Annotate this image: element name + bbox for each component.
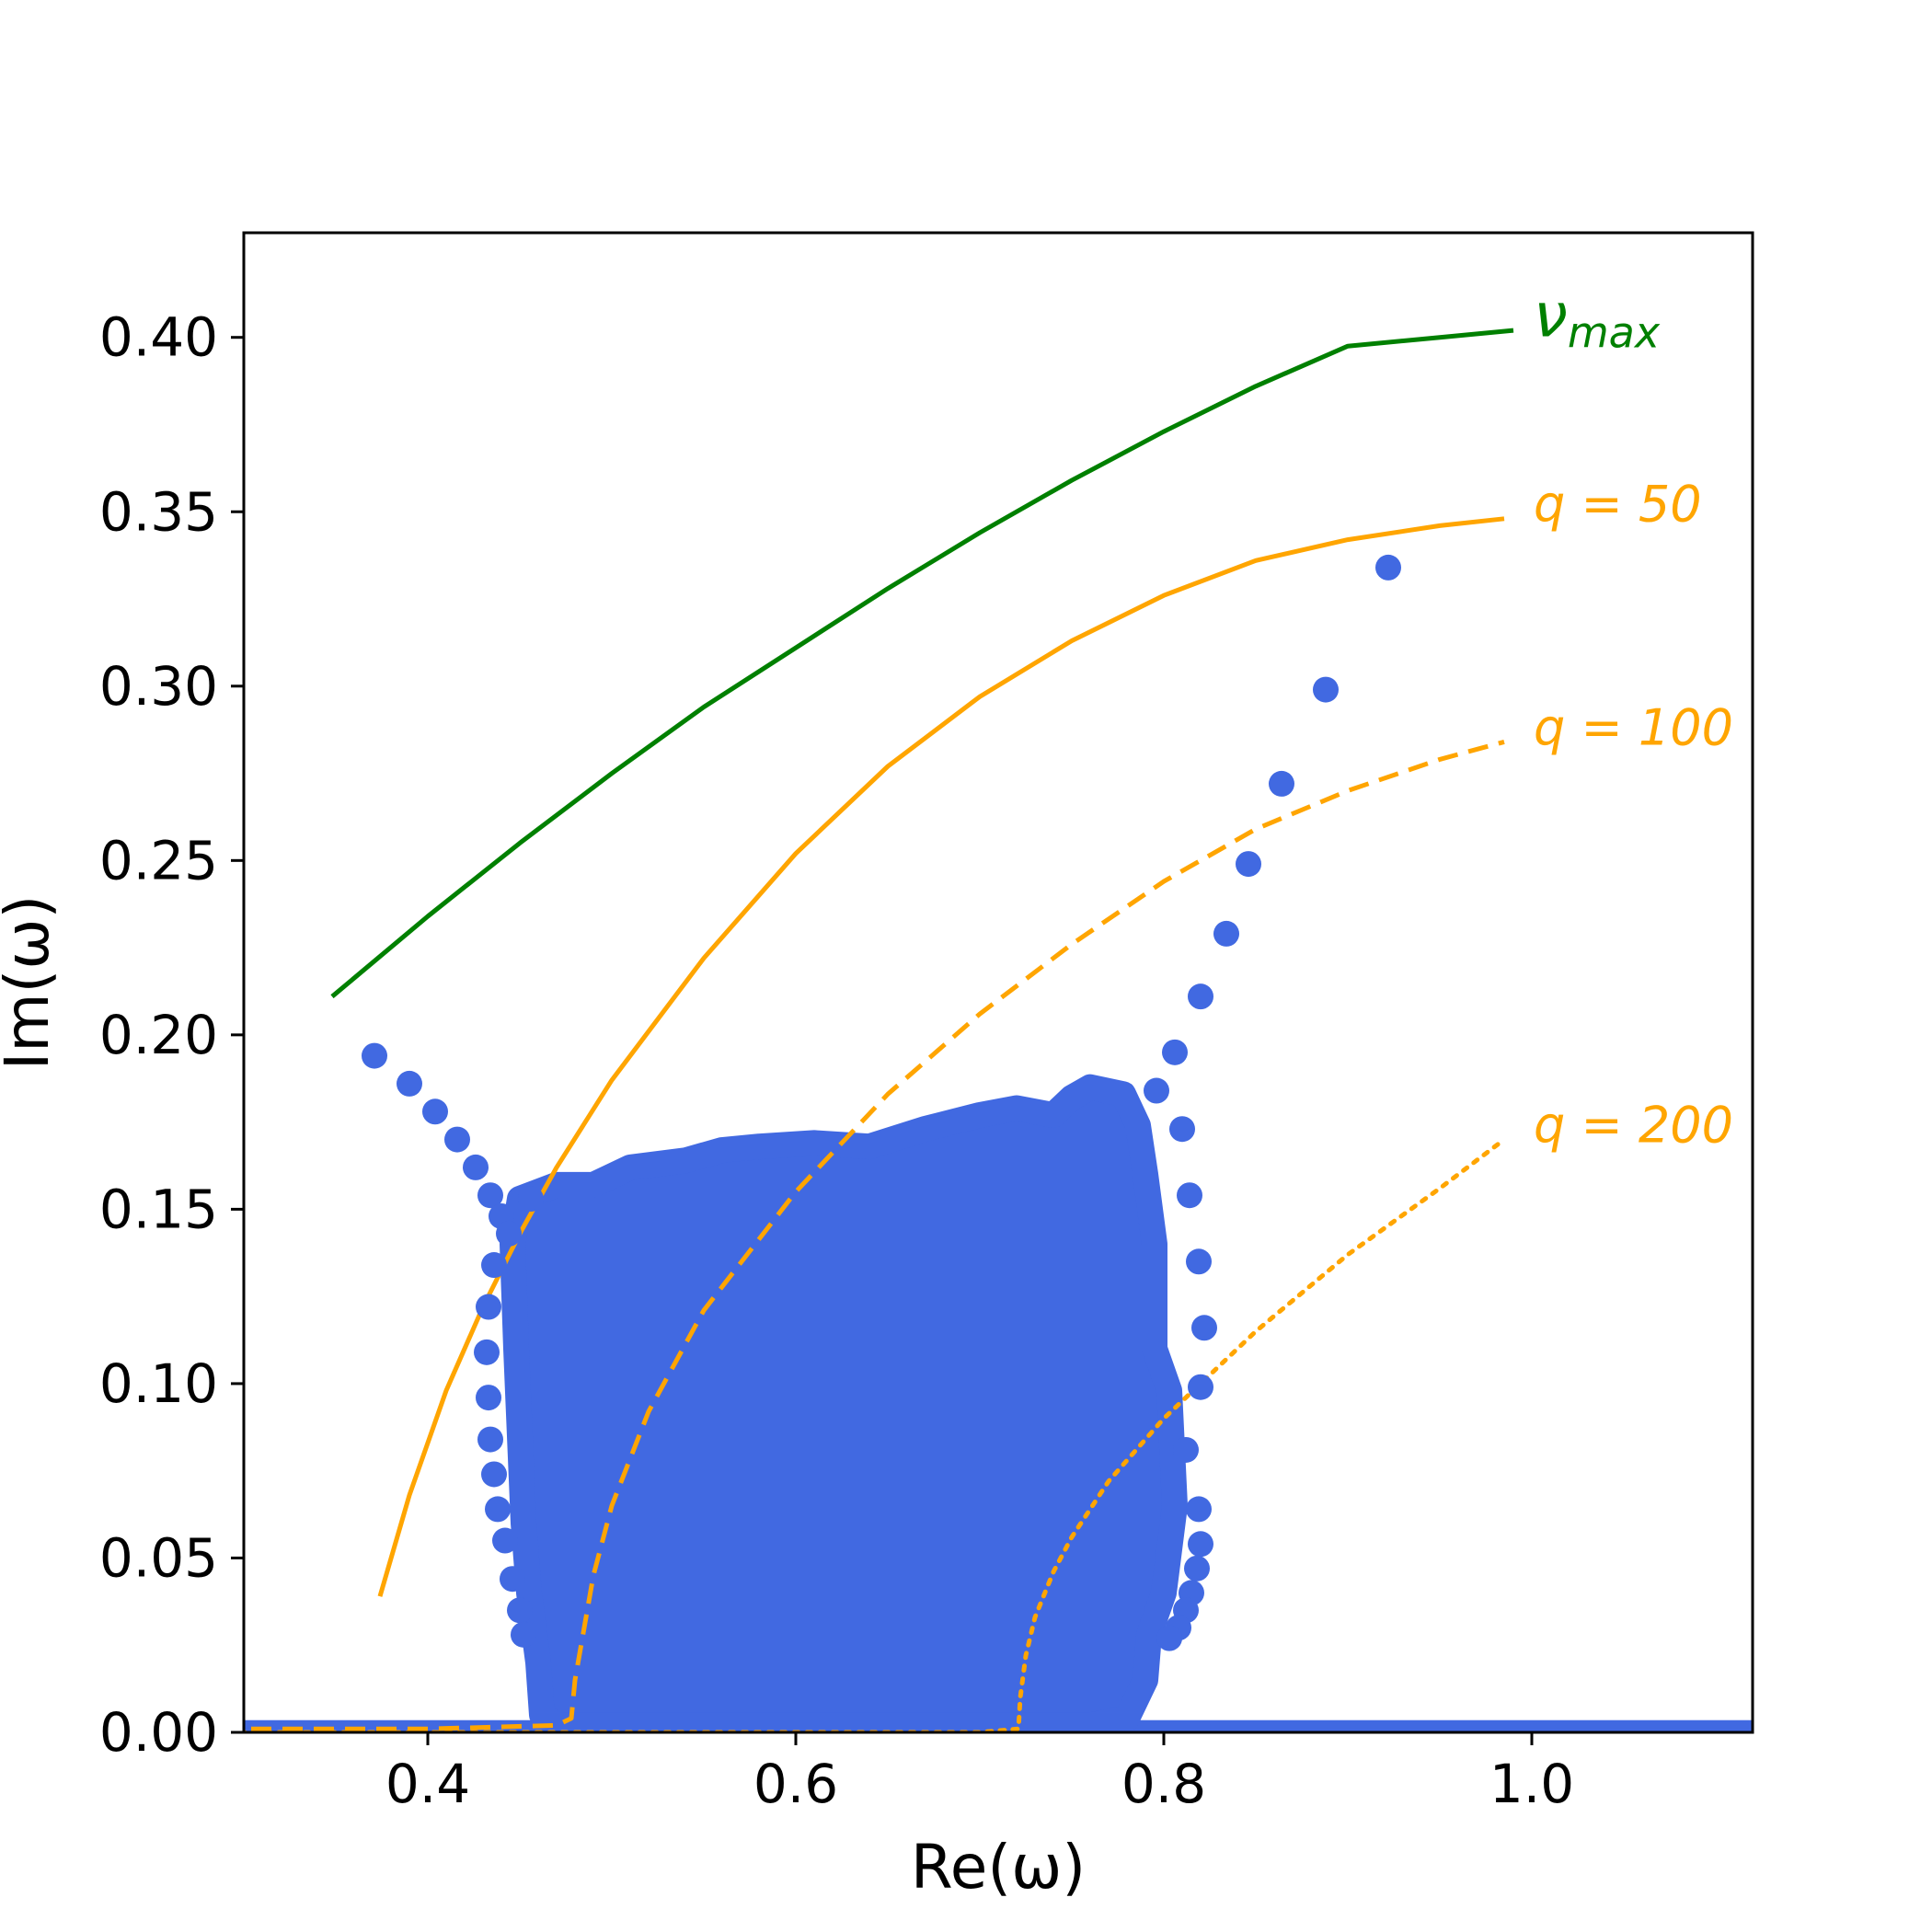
- y-tick-label: 0.30: [99, 655, 218, 718]
- x-tick-label: 0.4: [385, 1753, 470, 1815]
- data-point: [511, 1621, 536, 1648]
- y-tick-label: 0.10: [99, 1352, 218, 1415]
- data-point: [485, 1496, 511, 1523]
- data-point: [500, 1566, 525, 1593]
- data-point: [1269, 770, 1294, 797]
- data-point: [476, 1385, 501, 1411]
- data-point: [477, 1182, 503, 1209]
- label-q-curve: q = 200: [1534, 1096, 1733, 1154]
- data-point: [1313, 676, 1339, 703]
- data-point: [422, 1098, 448, 1125]
- data-point: [444, 1126, 470, 1153]
- data-point: [481, 1252, 507, 1279]
- annotations: νmax q = 50 q = 100 q = 200: [1534, 280, 1733, 1154]
- data-point: [362, 1042, 387, 1069]
- y-axis-label: Im(ω): [0, 895, 63, 1071]
- data-point: [1169, 1116, 1195, 1143]
- y-tick-label: 0.20: [99, 1004, 218, 1066]
- y-tick-label: 0.15: [99, 1178, 218, 1240]
- data-point: [1186, 1248, 1212, 1275]
- data-point: [518, 1186, 544, 1213]
- data-point: [463, 1154, 489, 1180]
- y-tick-label: 0.35: [99, 480, 218, 543]
- data-point: [1213, 920, 1239, 947]
- data-point: [1173, 1436, 1199, 1463]
- axes-frame: [242, 231, 1754, 1734]
- x-tick-label: 1.0: [1489, 1753, 1574, 1815]
- data-point: [1188, 1531, 1213, 1558]
- data-point: [474, 1339, 500, 1365]
- data-point: [1156, 1625, 1182, 1651]
- data-point: [1191, 1315, 1217, 1341]
- y-tick-label: 0.00: [99, 1701, 218, 1764]
- data-point: [1188, 1374, 1213, 1400]
- curve-nu_max: [330, 328, 1514, 999]
- curve-q100: [244, 739, 1505, 1731]
- x-tick-label: 0.8: [1121, 1753, 1206, 1815]
- y-tick-label: 0.05: [99, 1526, 218, 1589]
- label-q-curve: q = 50: [1534, 476, 1702, 534]
- label-q-curve: q = 100: [1534, 698, 1733, 756]
- data-point: [481, 1461, 507, 1488]
- x-axis-label: Re(ω): [911, 1832, 1086, 1903]
- label-nu-max: νmax: [1534, 280, 1661, 357]
- data-point: [397, 1070, 422, 1097]
- data-point: [1162, 1039, 1188, 1065]
- data-point: [1144, 1077, 1169, 1104]
- data-point: [507, 1597, 533, 1624]
- x-tick-label: 0.6: [753, 1753, 838, 1815]
- data-point: [1188, 983, 1213, 1010]
- data-point: [1184, 1555, 1210, 1581]
- y-tick-label: 0.40: [99, 306, 218, 369]
- data-point: [1375, 554, 1401, 581]
- point-cloud: [500, 1074, 1188, 1732]
- data-point: [1236, 851, 1261, 878]
- y-tick-label: 0.25: [99, 829, 218, 891]
- ticks: 0.4 0.6 0.8 1.0 0.00 0.05 0.10 0.15 0.20 0.25 0.30…: [99, 306, 1574, 1815]
- data-point: [1186, 1496, 1212, 1523]
- data-point: [1177, 1182, 1202, 1209]
- curve-q50: [377, 516, 1505, 1597]
- data-point: [496, 1220, 522, 1247]
- data-point: [476, 1294, 501, 1320]
- data-point: [477, 1426, 503, 1453]
- data-point: [492, 1527, 518, 1554]
